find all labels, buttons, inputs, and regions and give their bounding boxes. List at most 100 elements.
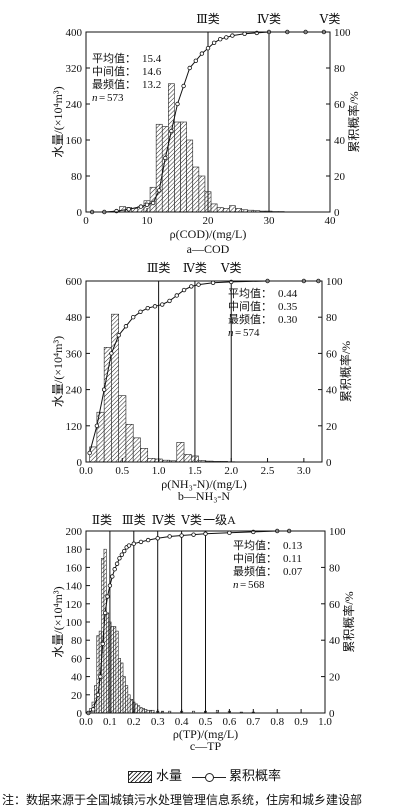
x-axis-label: ρ(COD)/(mg/L)	[170, 227, 247, 241]
bar	[110, 626, 114, 714]
stat-value: 0.35	[278, 301, 298, 313]
stat-n-symbol: n	[233, 579, 239, 591]
cumulative-point	[138, 539, 144, 545]
cumulative-point	[138, 309, 143, 314]
cumulative-point	[101, 387, 107, 392]
cumulative-point	[145, 537, 151, 543]
bar	[103, 548, 107, 714]
y-left-tick-label: 120	[66, 421, 83, 433]
x-tick-label: 0	[83, 215, 89, 227]
legend-line-label: 累积概率	[229, 768, 282, 783]
cumulative-point	[95, 692, 101, 697]
cumulative-point	[187, 65, 192, 71]
bar	[192, 166, 200, 213]
stat-label: 中间值：	[92, 65, 136, 78]
x-tick-label: 1.0	[152, 465, 166, 477]
bar	[174, 121, 181, 213]
stat-label: 平均值：	[92, 52, 136, 65]
bar	[125, 685, 129, 714]
cumulative-point	[167, 534, 172, 539]
x-tick-label: 0.3	[151, 716, 165, 728]
cumulative-point	[109, 351, 114, 356]
cumulative-point	[112, 567, 117, 572]
x-tick-label: 0.9	[294, 716, 308, 728]
x-tick-label: 30	[264, 215, 276, 227]
bar	[131, 208, 139, 213]
y-left-tick-label: 240	[66, 99, 83, 111]
cumulative-point	[193, 58, 198, 63]
y-left-tick-label: 600	[66, 276, 83, 288]
stat-value: 0.11	[283, 553, 302, 565]
bar	[198, 175, 206, 213]
y-right-axis-label: 累积概率/%	[346, 91, 361, 152]
panel-a-cod: Ⅲ类 Ⅳ类 Ⅴ类0 10 20 30 400801602403204000204060801…	[51, 12, 361, 256]
y-left-tick-label: 100	[66, 617, 83, 629]
cumulative-point	[217, 37, 223, 42]
y-left-tick-label: 120	[66, 599, 83, 611]
x-tick-label: 0.0	[79, 465, 93, 477]
y-left-tick-label: 20	[71, 690, 83, 702]
y-left-tick-label: 400	[66, 27, 83, 39]
x-tick-label: 40	[325, 215, 337, 227]
x-tick-label: 10	[142, 215, 154, 227]
stat-n-value: 573	[107, 92, 124, 104]
cumulative-point	[156, 188, 162, 193]
cumulative-point	[203, 531, 208, 536]
panel-caption: a—COD	[187, 242, 230, 256]
x-tick-label: 0.0	[79, 716, 93, 728]
stat-n-equals: =	[99, 92, 105, 104]
stat-label: 最频值：	[228, 312, 272, 326]
cumulative-point	[189, 284, 194, 289]
cumulative-point	[144, 202, 150, 207]
bar	[210, 203, 218, 213]
bar	[117, 658, 121, 714]
stat-n-symbol: n	[228, 327, 234, 339]
y-right-tick-label: 80	[326, 312, 338, 324]
y-right-tick-label: 40	[326, 385, 338, 397]
bar	[144, 709, 148, 714]
y-left-axis-label: 水量/(×10⁴m³)	[51, 336, 65, 407]
cumulative-point	[224, 35, 229, 40]
cumulative-point	[119, 552, 125, 557]
x-tick-label: 0.5	[199, 716, 213, 728]
cumulative-point	[174, 293, 179, 298]
legend-bar-label: 水量	[155, 768, 182, 783]
y-right-tick-label: 60	[334, 99, 346, 111]
x-tick-label: 0.1	[103, 716, 117, 728]
y-right-tick-label: 100	[329, 526, 346, 538]
y-right-axis-label: 累积概率/%	[341, 591, 356, 652]
x-tick-label: 3.0	[297, 465, 311, 477]
bar	[122, 676, 126, 714]
y-right-tick-label: 0	[329, 708, 335, 720]
cumulative-point	[167, 298, 172, 304]
stat-value: 15.4	[142, 53, 162, 65]
bar	[168, 83, 175, 213]
y-right-tick-label: 20	[329, 672, 341, 684]
x-tick-label: 1.5	[188, 465, 202, 477]
y-left-tick-label: 0	[77, 457, 83, 469]
cumulative-point	[179, 533, 184, 538]
cumulative-point	[205, 46, 211, 51]
y-left-tick-label: 360	[66, 348, 83, 360]
y-right-tick-label: 0	[334, 207, 340, 219]
y-right-tick-label: 60	[329, 599, 341, 611]
class-label: Ⅴ类	[180, 513, 202, 527]
bar	[222, 208, 230, 213]
bar	[129, 699, 133, 714]
class-label: Ⅲ类	[147, 261, 171, 275]
cumulative-point	[196, 282, 201, 287]
cumulative-point	[152, 304, 158, 309]
y-left-axis-label: 水量/(×10⁴m³)	[51, 586, 65, 657]
y-right-tick-label: 40	[334, 135, 346, 147]
bar	[120, 662, 124, 714]
cumulative-point	[130, 315, 136, 320]
cumulative-point	[126, 207, 131, 212]
cumulative-point	[98, 674, 103, 679]
panel-caption: c—TP	[190, 739, 222, 753]
cumulative-point	[100, 641, 105, 647]
stat-label: 最频值：	[233, 564, 277, 578]
x-tick-label: 1.0	[318, 716, 332, 728]
stat-value: 14.6	[142, 66, 162, 78]
bar	[137, 705, 141, 714]
stat-value: 0.44	[278, 288, 298, 300]
